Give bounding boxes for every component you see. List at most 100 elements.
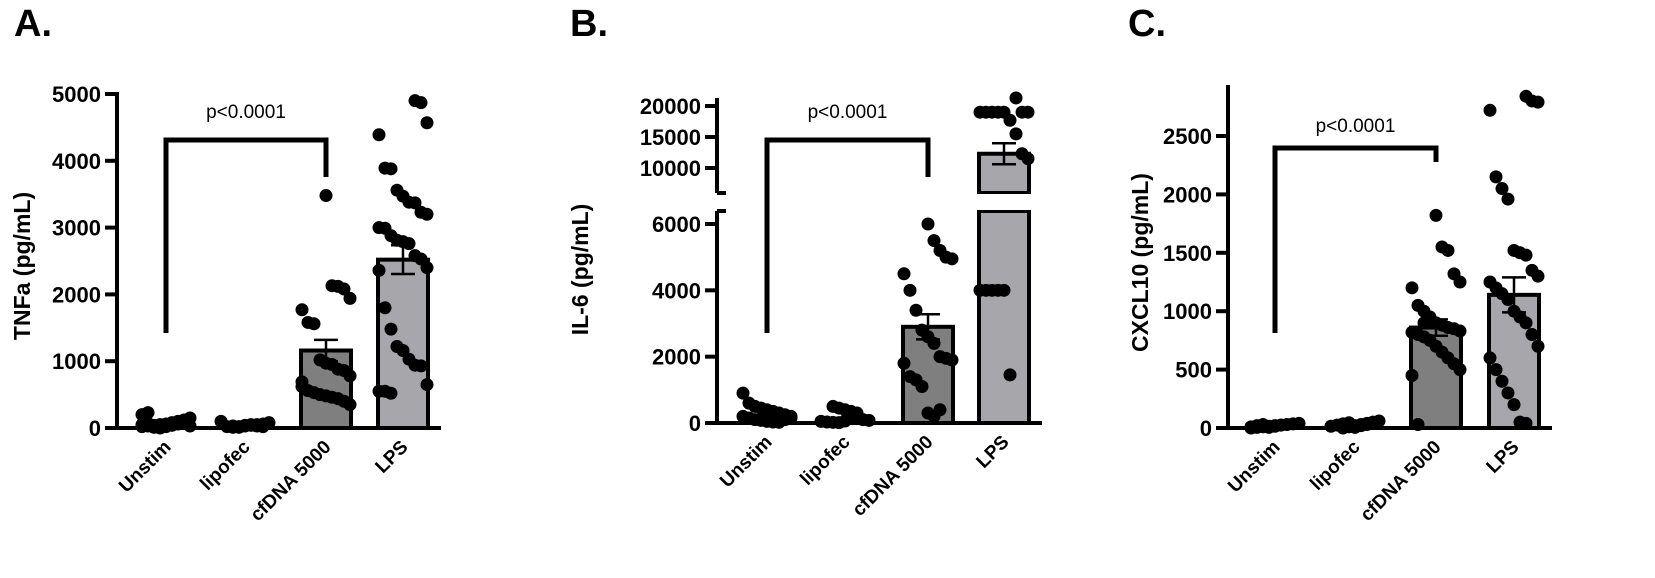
data-point	[1411, 417, 1425, 431]
data-point	[420, 378, 434, 392]
data-point	[1519, 316, 1533, 330]
data-point	[1441, 243, 1455, 257]
bar-lps	[376, 257, 430, 430]
significance-bracket	[764, 137, 931, 333]
data-point	[1501, 386, 1515, 400]
data-point	[343, 291, 357, 305]
data-point	[897, 356, 911, 370]
data-point	[1501, 192, 1515, 206]
data-point	[997, 283, 1011, 297]
data-point	[384, 322, 398, 336]
data-point	[295, 303, 309, 317]
y-tick-label: 2000	[1163, 182, 1212, 207]
data-point	[1405, 368, 1419, 382]
data-point	[1483, 351, 1497, 365]
panel-letter: C.	[1128, 3, 1166, 45]
data-point	[337, 282, 351, 296]
data-point	[1525, 328, 1539, 342]
y-tick-label: 0	[1200, 416, 1212, 441]
data-point	[141, 416, 155, 430]
significance-bracket	[163, 137, 329, 333]
data-point	[1009, 91, 1023, 105]
y-tick-label: 3000	[52, 216, 101, 241]
data-point	[343, 369, 357, 383]
y-axis-label: CXCL10 (pg/mL)	[1127, 173, 1153, 352]
data-point	[945, 252, 959, 266]
data-point	[1489, 363, 1503, 377]
data-point	[1429, 208, 1443, 222]
x-tick-label: lipofec	[796, 431, 854, 489]
data-point	[1531, 339, 1545, 353]
data-point	[1405, 281, 1419, 295]
y-tick-label: 500	[1175, 358, 1212, 383]
data-point	[1519, 416, 1533, 430]
data-point	[784, 411, 798, 425]
panel-a: A. TNFa (pg/mL) 0 1000 2000 3000 4000 5000 Unsti…	[9, 3, 441, 526]
data-point	[933, 403, 947, 417]
data-point	[414, 96, 428, 110]
y-tick-label: 5000	[52, 82, 101, 107]
x-tick-label: lipofec	[1306, 436, 1364, 494]
data-point	[1519, 248, 1533, 262]
data-point	[897, 267, 911, 281]
data-point	[903, 283, 917, 297]
y-tick-label: 10000	[640, 156, 701, 181]
significance-bracket	[1272, 145, 1439, 333]
data-point	[384, 162, 398, 176]
x-tick-label: Unstim	[1224, 437, 1284, 497]
data-point	[343, 398, 357, 412]
data-point	[921, 217, 935, 231]
data-point	[736, 386, 750, 400]
x-tick-label: cfDNA 5000	[849, 432, 938, 521]
bar-lps	[977, 209, 1031, 425]
y-tick-label: 6000	[652, 212, 701, 237]
x-tick-label: lipofec	[196, 436, 254, 494]
data-point	[1453, 324, 1467, 338]
data-point	[1489, 170, 1503, 184]
data-point	[141, 406, 155, 420]
p-value-label: p<0.0001	[206, 102, 286, 123]
panel-c: C. CXCL10 (pg/mL) 0 500 1000 1500 2000 2500 Unst…	[1127, 3, 1552, 526]
data-point	[256, 420, 270, 434]
data-point	[1003, 368, 1017, 382]
y-axis-label: TNFa (pg/mL)	[9, 192, 35, 340]
data-point	[372, 128, 386, 142]
y-tick-label: 0	[689, 411, 701, 436]
data-point	[414, 359, 428, 373]
p-value-label: p<0.0001	[808, 102, 888, 123]
data-point	[1483, 103, 1497, 117]
y-tick-label: 1000	[1163, 299, 1212, 324]
panel-letter: B.	[570, 3, 608, 45]
data-point	[1507, 398, 1521, 412]
data-point	[1366, 416, 1380, 430]
data-point	[402, 237, 416, 251]
data-point	[384, 386, 398, 400]
data-point	[307, 317, 321, 331]
data-point	[1495, 182, 1509, 196]
x-tick-label: LPS	[1483, 437, 1524, 478]
data-point	[420, 261, 434, 275]
panel-letter: A.	[14, 3, 52, 45]
x-tick-label: Unstim	[115, 437, 175, 497]
data-point	[372, 263, 386, 277]
y-tick-label: 20000	[640, 94, 701, 119]
data-point	[420, 116, 434, 130]
data-point	[1292, 416, 1306, 430]
data-point	[915, 380, 929, 394]
y-tick-label: 2500	[1163, 124, 1212, 149]
data-point	[927, 234, 941, 248]
x-tick-label: Unstim	[716, 432, 776, 492]
panel-b: B. IL-6 (pg/mL) 0 2000 4000 6000 10000 15000 200…	[567, 3, 1042, 521]
y-tick-label: 2000	[52, 282, 101, 307]
data-point	[1501, 293, 1515, 307]
data-point	[862, 413, 876, 427]
data-point	[408, 196, 422, 210]
y-tick-label: 4000	[52, 149, 101, 174]
data-point	[295, 380, 309, 394]
data-point	[1009, 127, 1023, 141]
y-tick-label: 4000	[652, 278, 701, 303]
y-tick-label: 2000	[652, 345, 701, 370]
data-point	[1453, 363, 1467, 377]
x-tick-label: LPS	[973, 432, 1014, 473]
